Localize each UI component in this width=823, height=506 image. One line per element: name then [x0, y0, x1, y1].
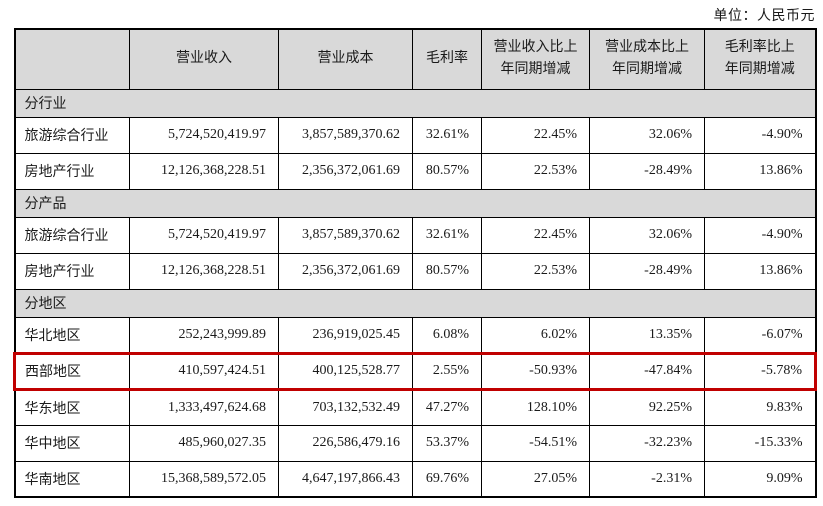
header-cell-gross-margin: 毛利率: [412, 28, 482, 90]
cell-cost: 3,857,589,370.62: [278, 216, 413, 254]
cell-cost: 226,586,479.16: [278, 424, 413, 462]
cell-revenue: 5,724,520,419.97: [129, 116, 279, 154]
cell-cost-yoy: -32.23%: [589, 424, 705, 462]
cell-margin-yoy: -6.07%: [704, 316, 816, 354]
cell-revenue: 5,724,520,419.97: [129, 216, 279, 254]
row-label: 华中地区: [14, 424, 130, 462]
cell-revenue-yoy: 22.53%: [481, 252, 590, 290]
cell-margin-yoy: -5.78%: [704, 351, 817, 391]
cell-gross-margin: 80.57%: [412, 252, 482, 290]
cell-margin-yoy: -4.90%: [704, 116, 816, 154]
cell-cost-yoy: 32.06%: [589, 116, 705, 154]
cell-revenue-yoy: -54.51%: [481, 424, 590, 462]
cell-revenue: 252,243,999.89: [129, 316, 279, 354]
section-row-by-product: 分产品: [14, 188, 816, 218]
cell-gross-margin: 53.37%: [412, 424, 482, 462]
cell-revenue-yoy: -50.93%: [481, 351, 590, 391]
header-cell-cost: 营业成本: [278, 28, 413, 90]
row-label: 旅游综合行业: [14, 216, 130, 254]
financial-table: 营业收入 营业成本 毛利率 营业收入比上 年同期增减 营业成本比上 年同期增减 …: [13, 28, 817, 498]
cell-cost: 2,356,372,061.69: [278, 252, 413, 290]
cell-revenue-yoy: 27.05%: [481, 460, 590, 498]
row-label: 华南地区: [14, 460, 130, 498]
cell-cost-yoy: -28.49%: [589, 152, 705, 190]
cell-cost-yoy: 92.25%: [589, 388, 705, 426]
table-row-highlighted-western-region: 西部地区 410,597,424.51 400,125,528.77 2.55%…: [13, 351, 817, 391]
cell-revenue-yoy: 22.53%: [481, 152, 590, 190]
cell-cost-yoy: -2.31%: [589, 460, 705, 498]
header-cell-margin-yoy: 毛利率比上 年同期增减: [704, 28, 816, 90]
section-label: 分行业: [14, 88, 816, 118]
cell-revenue-yoy: 6.02%: [481, 316, 590, 354]
header-cell-revenue-yoy: 营业收入比上 年同期增减: [481, 28, 590, 90]
cell-revenue-yoy: 128.10%: [481, 388, 590, 426]
cell-margin-yoy: 9.83%: [704, 388, 816, 426]
table-header: 营业收入 营业成本 毛利率 营业收入比上 年同期增减 营业成本比上 年同期增减 …: [14, 28, 816, 90]
table-row: 华东地区 1,333,497,624.68 703,132,532.49 47.…: [14, 388, 816, 426]
row-label: 西部地区: [13, 351, 130, 391]
table-row: 旅游综合行业 5,724,520,419.97 3,857,589,370.62…: [14, 116, 816, 154]
cell-cost: 703,132,532.49: [278, 388, 413, 426]
cell-margin-yoy: -4.90%: [704, 216, 816, 254]
table-row: 房地产行业 12,126,368,228.51 2,356,372,061.69…: [14, 252, 816, 290]
section-row-by-region: 分地区: [14, 288, 816, 318]
cell-revenue: 12,126,368,228.51: [129, 252, 279, 290]
section-label: 分地区: [14, 288, 816, 318]
cell-margin-yoy: 9.09%: [704, 460, 816, 498]
cell-margin-yoy: 13.86%: [704, 152, 816, 190]
cell-cost-yoy: -47.84%: [589, 351, 705, 391]
cell-gross-margin: 32.61%: [412, 216, 482, 254]
cell-gross-margin: 80.57%: [412, 152, 482, 190]
cell-cost: 2,356,372,061.69: [278, 152, 413, 190]
table-row: 华中地区 485,960,027.35 226,586,479.16 53.37…: [14, 424, 816, 462]
cell-margin-yoy: 13.86%: [704, 252, 816, 290]
header-cell-blank: [14, 28, 130, 90]
table-row: 华南地区 15,368,589,572.05 4,647,197,866.43 …: [14, 460, 816, 498]
cell-cost: 400,125,528.77: [278, 351, 413, 391]
cell-cost: 3,857,589,370.62: [278, 116, 413, 154]
cell-revenue: 15,368,589,572.05: [129, 460, 279, 498]
cell-cost-yoy: 32.06%: [589, 216, 705, 254]
cell-gross-margin: 2.55%: [412, 351, 482, 391]
row-label: 华北地区: [14, 316, 130, 354]
row-label: 房地产行业: [14, 252, 130, 290]
cell-revenue-yoy: 22.45%: [481, 116, 590, 154]
row-label: 房地产行业: [14, 152, 130, 190]
cell-cost: 4,647,197,866.43: [278, 460, 413, 498]
cell-revenue: 12,126,368,228.51: [129, 152, 279, 190]
section-label: 分产品: [14, 188, 816, 218]
header-cell-cost-yoy: 营业成本比上 年同期增减: [589, 28, 705, 90]
cell-revenue-yoy: 22.45%: [481, 216, 590, 254]
table-row: 旅游综合行业 5,724,520,419.97 3,857,589,370.62…: [14, 216, 816, 254]
table-row: 华北地区 252,243,999.89 236,919,025.45 6.08%…: [14, 316, 816, 354]
cell-gross-margin: 47.27%: [412, 388, 482, 426]
row-label: 旅游综合行业: [14, 116, 130, 154]
cell-revenue: 1,333,497,624.68: [129, 388, 279, 426]
cell-cost: 236,919,025.45: [278, 316, 413, 354]
cell-gross-margin: 69.76%: [412, 460, 482, 498]
cell-revenue: 410,597,424.51: [129, 351, 279, 391]
cell-revenue: 485,960,027.35: [129, 424, 279, 462]
header-cell-revenue: 营业收入: [129, 28, 279, 90]
row-label: 华东地区: [14, 388, 130, 426]
section-row-by-industry: 分行业: [14, 88, 816, 118]
cell-cost-yoy: 13.35%: [589, 316, 705, 354]
cell-gross-margin: 32.61%: [412, 116, 482, 154]
unit-label: 单位：人民币元: [713, 9, 815, 24]
cell-margin-yoy: -15.33%: [704, 424, 816, 462]
header-row: 营业收入 营业成本 毛利率 营业收入比上 年同期增减 营业成本比上 年同期增减 …: [14, 28, 816, 90]
table-row: 房地产行业 12,126,368,228.51 2,356,372,061.69…: [14, 152, 816, 190]
cell-gross-margin: 6.08%: [412, 316, 482, 354]
cell-cost-yoy: -28.49%: [589, 252, 705, 290]
